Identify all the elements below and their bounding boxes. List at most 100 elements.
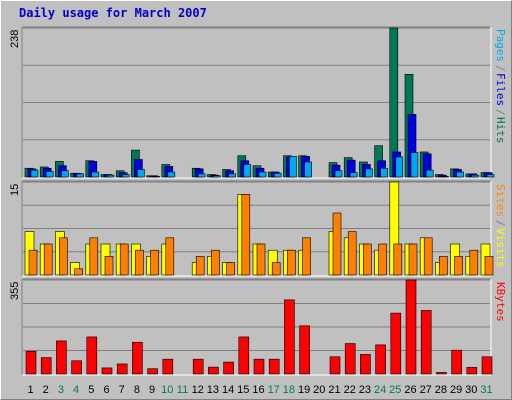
x-tick-label: 24 <box>374 384 386 396</box>
bar-kbytes <box>284 299 295 375</box>
x-tick-label: 5 <box>88 384 94 396</box>
bar-sites <box>43 243 53 276</box>
bar-kbytes <box>147 368 158 375</box>
bar-sites <box>439 256 448 276</box>
bar-sites <box>347 231 357 276</box>
bar-kbytes <box>208 366 219 375</box>
bar-kbytes <box>481 356 493 375</box>
x-tick-label: 23 <box>359 384 371 396</box>
legend-visits: Visits <box>494 228 507 268</box>
legend-kbytes: KBytes <box>494 282 507 322</box>
x-tick-label: 16 <box>252 384 264 396</box>
x-tick-label: 29 <box>450 384 462 396</box>
x-tick-label: 19 <box>298 384 310 396</box>
y-max-label: 15 <box>9 184 21 196</box>
bar-pages <box>45 171 54 178</box>
bar-kbytes <box>420 310 432 375</box>
x-tick-label: 22 <box>344 384 356 396</box>
x-tick-label: 3 <box>58 384 64 396</box>
x-tick-label: 14 <box>222 384 234 396</box>
x-tick-label: 30 <box>465 384 477 396</box>
bar-pages <box>137 169 145 178</box>
bar-kbytes <box>223 361 234 375</box>
bar-sites <box>271 262 281 276</box>
bar-sites <box>256 243 266 276</box>
legend-sites: Sites <box>494 184 507 217</box>
bar-sites <box>135 249 144 276</box>
bar-kbytes <box>162 358 174 375</box>
bar-sites <box>28 249 38 276</box>
bar-kbytes <box>329 356 341 375</box>
bar-pages <box>380 167 388 178</box>
x-tick-label: 7 <box>119 384 125 396</box>
bar-kbytes <box>390 312 402 375</box>
bar-sites <box>332 212 342 276</box>
x-tick-label: 27 <box>420 384 432 396</box>
x-tick-label: 20 <box>313 384 325 396</box>
bar-pages <box>106 174 115 178</box>
bar-kbytes <box>436 372 447 375</box>
y-max-label: 355 <box>9 282 21 300</box>
legend-separator: / <box>494 109 507 116</box>
x-tick-label: 4 <box>73 384 79 396</box>
bar-pages <box>425 169 434 178</box>
bar-pages <box>152 176 160 178</box>
bar-kbytes <box>344 343 356 375</box>
legend-files: Files <box>494 73 507 106</box>
y-max-label: 238 <box>9 30 21 48</box>
x-tick-label: 21 <box>328 384 340 396</box>
bar-pages <box>213 175 221 178</box>
x-tick-label: 6 <box>103 384 109 396</box>
bar-pages <box>167 171 176 178</box>
bar-pages <box>289 156 297 178</box>
bar-pages <box>486 174 495 178</box>
bar-pages <box>91 171 100 178</box>
x-tick-label: 13 <box>207 384 219 396</box>
bar-kbytes <box>466 367 478 375</box>
bar-kbytes <box>299 325 310 375</box>
bar-kbytes <box>86 336 98 375</box>
bar-kbytes <box>132 341 143 375</box>
x-tick-label: 28 <box>435 384 447 396</box>
bar-kbytes <box>238 336 250 375</box>
x-tick-label: 25 <box>389 384 401 396</box>
bar-sites <box>104 256 114 276</box>
bar-pages <box>228 173 236 178</box>
x-tick-label: 31 <box>480 384 492 396</box>
bar-pages <box>471 174 480 178</box>
bar-kbytes <box>25 350 37 375</box>
x-tick-label: 15 <box>237 384 249 396</box>
x-tick-label: 18 <box>283 384 295 396</box>
bar-sites <box>469 249 479 276</box>
legend-separator: / <box>494 220 507 227</box>
bar-pages <box>334 170 343 178</box>
bar-kbytes <box>268 358 280 375</box>
bar-pages <box>349 172 358 178</box>
legend-separator: / <box>494 65 507 72</box>
bar-pages <box>197 173 206 178</box>
bar-sites <box>393 243 403 276</box>
bar-pages <box>395 156 404 178</box>
x-tick-label: 8 <box>134 384 140 396</box>
bar-sites <box>150 249 159 276</box>
bar-sites <box>89 237 99 276</box>
bar-pages <box>258 171 267 178</box>
bar-sites <box>423 237 433 276</box>
x-tick-label: 26 <box>404 384 416 396</box>
bar-kbytes <box>71 360 82 375</box>
bar-sites <box>363 243 372 276</box>
bar-kbytes <box>56 340 67 375</box>
bar-kbytes <box>451 349 462 375</box>
x-tick-label: 10 <box>161 384 173 396</box>
bar-kbytes <box>116 363 128 375</box>
bar-pages <box>243 164 252 178</box>
bar-kbytes <box>360 354 371 375</box>
bar-sites <box>226 262 235 276</box>
legend-pages: Pages <box>494 29 507 62</box>
bar-kbytes <box>253 358 265 375</box>
bar-sites <box>165 237 175 276</box>
bar-pages <box>441 176 449 178</box>
bar-kbytes <box>405 279 417 375</box>
bar-kbytes <box>375 344 386 375</box>
x-tick-label: 1 <box>27 384 33 396</box>
